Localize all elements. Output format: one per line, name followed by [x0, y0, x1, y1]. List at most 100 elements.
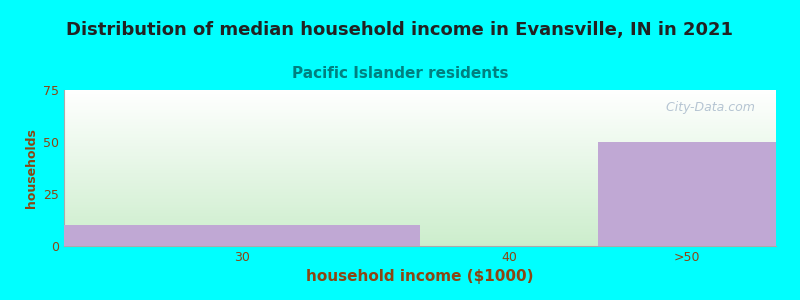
Bar — [64, 201, 776, 202]
Bar — [64, 137, 776, 138]
Bar — [64, 182, 776, 183]
Bar — [64, 193, 776, 194]
Bar — [64, 127, 776, 128]
Bar — [64, 230, 776, 231]
Bar — [64, 123, 776, 124]
Bar — [64, 132, 776, 133]
Bar — [64, 202, 776, 203]
Bar — [64, 218, 776, 219]
Bar — [64, 169, 776, 170]
Bar — [64, 126, 776, 127]
Bar — [64, 176, 776, 177]
X-axis label: household income ($1000): household income ($1000) — [306, 269, 534, 284]
Bar — [64, 166, 776, 167]
Bar — [64, 115, 776, 116]
Bar — [64, 117, 776, 118]
Bar — [64, 197, 776, 198]
Bar — [64, 130, 776, 131]
Bar — [64, 98, 776, 99]
Bar — [64, 152, 776, 153]
Bar — [64, 96, 776, 97]
Bar — [64, 236, 776, 237]
Bar — [64, 156, 776, 157]
Bar — [64, 161, 776, 162]
Bar — [64, 124, 776, 125]
Bar — [64, 227, 776, 228]
Bar — [64, 134, 776, 135]
Bar — [64, 129, 776, 130]
Bar — [64, 144, 776, 145]
Bar — [64, 113, 776, 114]
Bar — [64, 204, 776, 205]
Bar — [64, 128, 776, 129]
Bar — [64, 186, 776, 187]
Bar — [64, 179, 776, 180]
Bar — [64, 100, 776, 101]
Bar — [64, 232, 776, 233]
Bar — [64, 172, 776, 173]
Bar — [64, 241, 776, 242]
Bar — [64, 200, 776, 201]
Bar — [64, 133, 776, 134]
Bar — [64, 175, 776, 176]
Bar — [64, 212, 776, 213]
Bar — [64, 101, 776, 102]
Bar — [64, 180, 776, 181]
Bar — [64, 97, 776, 98]
Bar — [64, 183, 776, 184]
Bar — [64, 165, 776, 166]
Bar — [64, 148, 776, 149]
Bar — [64, 122, 776, 123]
Bar — [64, 226, 776, 227]
Bar — [64, 125, 776, 126]
Bar — [64, 177, 776, 178]
Bar — [64, 90, 776, 91]
Bar — [64, 106, 776, 107]
Bar — [64, 185, 776, 186]
Bar — [64, 245, 776, 246]
Bar — [64, 173, 776, 174]
Bar — [64, 223, 776, 224]
Bar — [64, 242, 776, 243]
Bar — [64, 138, 776, 139]
Bar — [64, 190, 776, 191]
Bar — [64, 224, 776, 225]
Bar — [64, 209, 776, 210]
Bar — [64, 194, 776, 195]
Bar — [64, 205, 776, 206]
Bar — [64, 208, 776, 209]
Bar — [64, 155, 776, 156]
Bar — [64, 112, 776, 113]
Bar — [64, 238, 776, 239]
Bar — [64, 221, 776, 222]
Bar — [64, 121, 776, 122]
Bar — [64, 213, 776, 214]
Y-axis label: households: households — [25, 128, 38, 208]
Bar — [64, 153, 776, 154]
Text: Distribution of median household income in Evansville, IN in 2021: Distribution of median household income … — [66, 21, 734, 39]
Bar — [64, 139, 776, 140]
Bar — [64, 140, 776, 141]
Bar — [64, 231, 776, 232]
Bar — [64, 210, 776, 211]
Bar — [64, 107, 776, 108]
Bar — [64, 237, 776, 238]
Bar — [64, 147, 776, 148]
Bar — [64, 214, 776, 215]
Bar — [64, 191, 776, 192]
Bar — [64, 93, 776, 94]
Bar — [64, 111, 776, 112]
Bar — [64, 174, 776, 175]
Bar — [64, 211, 776, 212]
Bar — [64, 99, 776, 100]
Bar — [64, 239, 776, 240]
Bar — [64, 92, 776, 93]
Bar — [64, 94, 776, 95]
Bar — [64, 135, 776, 136]
Bar — [64, 199, 776, 200]
Bar — [64, 118, 776, 119]
Bar — [64, 151, 776, 152]
Bar — [64, 170, 776, 171]
Bar — [64, 220, 776, 221]
Bar — [64, 184, 776, 185]
